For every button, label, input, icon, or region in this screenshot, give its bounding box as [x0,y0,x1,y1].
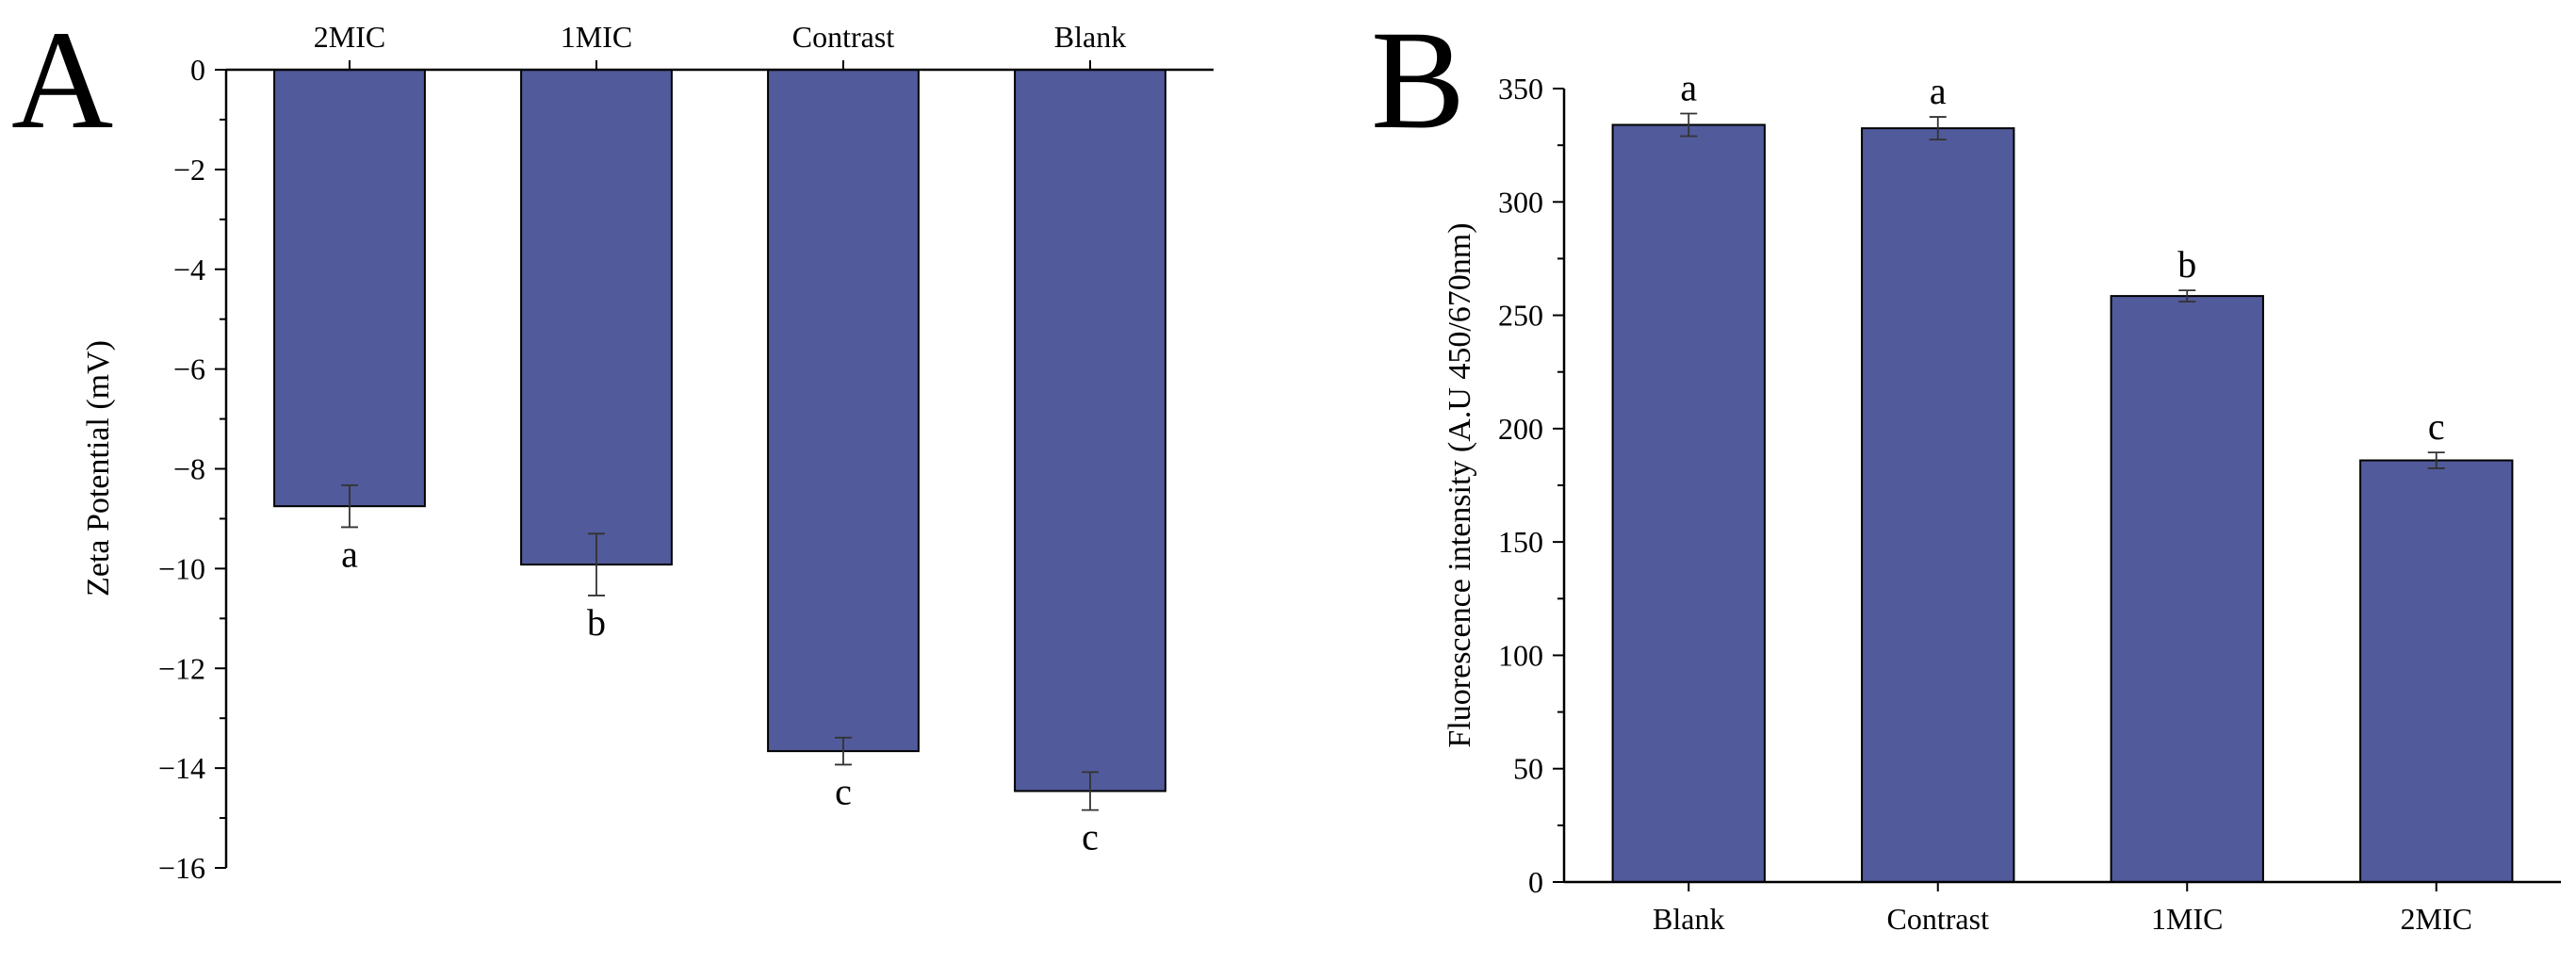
y-axis-title: Fluorescence intensity (A.U 450/670nm) [1443,222,1477,747]
category-label: 1MIC [561,20,632,54]
y-tick-label: 300 [1498,185,1543,219]
y-tick-label: 250 [1498,299,1543,333]
y-tick-label: 50 [1513,752,1543,786]
y-tick-label: 350 [1498,72,1543,106]
y-tick-label: 0 [1528,865,1543,899]
category-label: 2MIC [2401,902,2472,936]
significance-letter: a [1680,66,1697,108]
y-tick-label: −2 [173,153,205,187]
significance-letter: b [587,601,606,644]
error-bar [1082,771,1099,811]
bar-1mic [2110,295,2264,883]
bar-1mic [520,69,673,566]
error-bar [2178,289,2196,303]
category-label: 1MIC [2151,902,2223,936]
y-tick-label: 200 [1498,412,1543,446]
y-tick-label: −6 [173,352,205,386]
bar-2mic [273,69,426,508]
category-label: 2MIC [314,20,385,54]
bar-2mic [2359,459,2514,883]
y-tick-label: −8 [173,452,205,486]
significance-letter: a [1930,70,1947,112]
bar-contrast [767,69,920,753]
category-label: Contrast [792,20,895,54]
error-bar [588,532,605,596]
error-bar [835,736,852,766]
category-label: Blank [1054,20,1126,54]
y-tick-label: −16 [158,851,205,885]
significance-letter: c [835,770,852,812]
error-bar [1680,112,1698,138]
y-tick-label: −10 [158,551,205,585]
significance-letter: c [2428,405,2445,448]
y-tick-label: 0 [190,53,205,87]
category-label: Blank [1653,902,1724,936]
bar-blank [1014,69,1166,792]
y-tick-label: −4 [173,253,205,286]
category-label: Contrast [1887,902,1990,936]
bar-contrast [1861,127,2015,884]
significance-letter: c [1082,816,1099,858]
error-bar [2427,451,2445,469]
error-bar [341,484,358,529]
y-axis-title: Zeta Potential (mV) [81,340,116,596]
panel-letter-b: B [1371,2,1465,158]
panel-a-chart: Aa 2MIC b 1MIC c Contrast c Blank 0 −2 −4 −6 −8 −10 −1… [11,2,1214,885]
panel-letter-a: A [11,2,113,158]
significance-letter: b [2177,243,2196,286]
y-tick-label: 100 [1498,638,1543,672]
bar-blank [1611,123,1766,883]
y-tick-label: 150 [1498,525,1543,559]
error-bar [1929,116,1947,141]
significance-letter: a [341,532,358,575]
y-tick-label: −14 [158,751,205,785]
y-tick-label: −12 [158,651,205,685]
